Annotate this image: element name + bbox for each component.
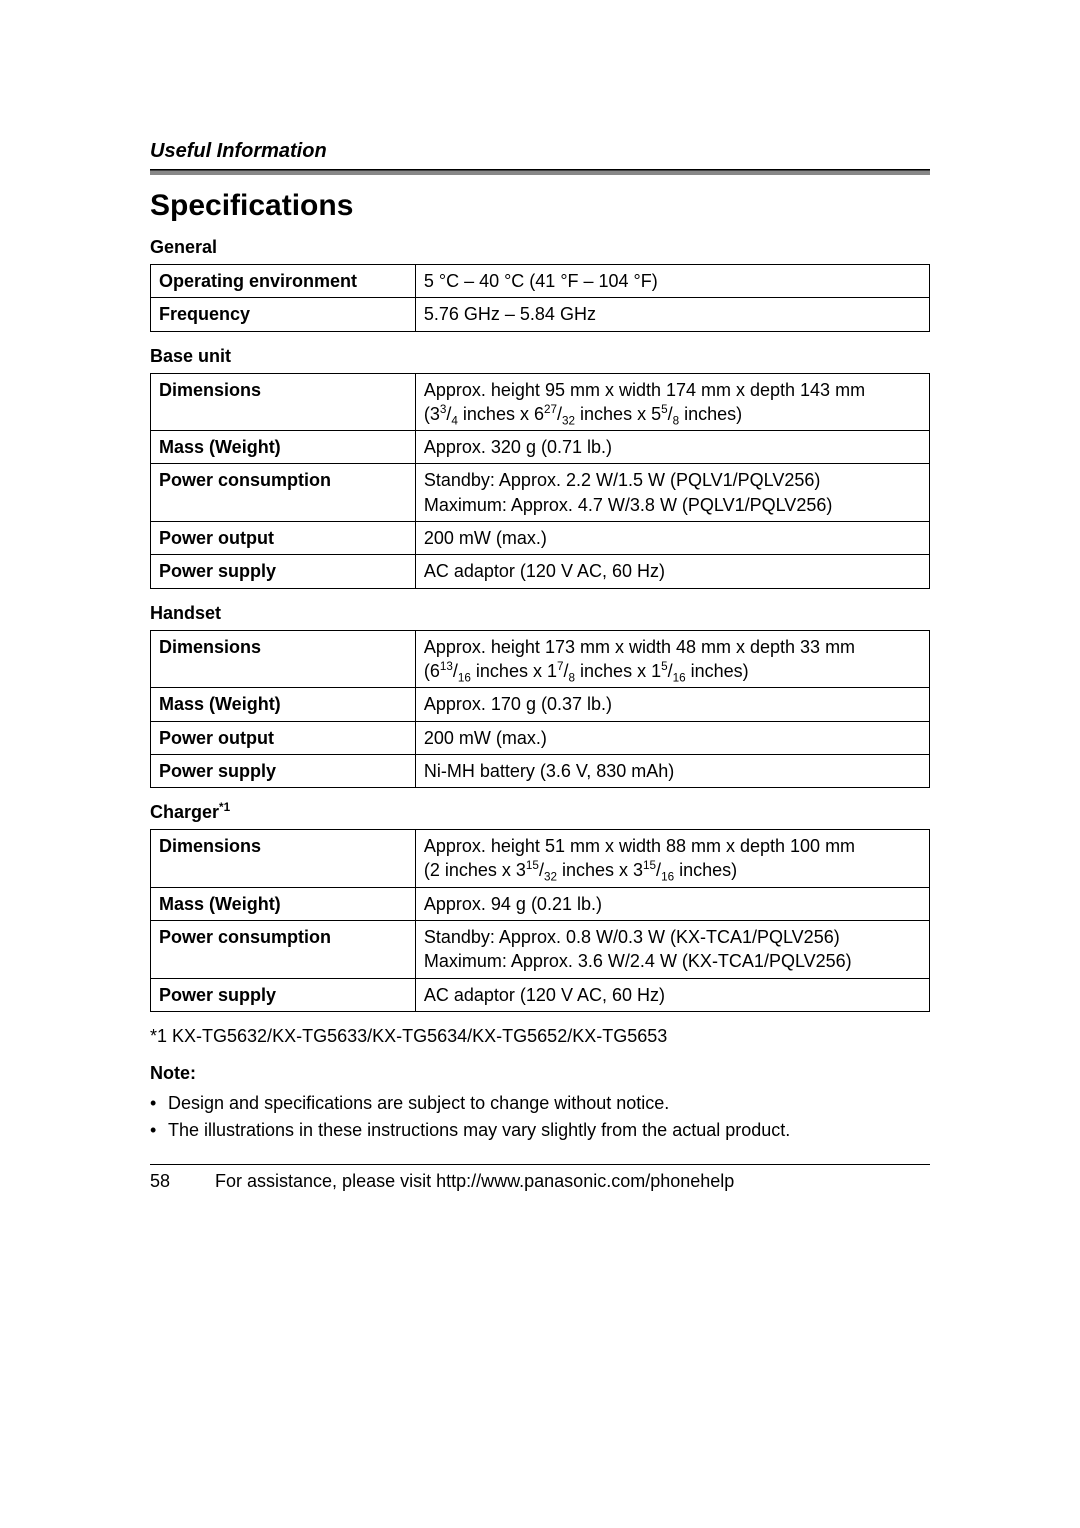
cell-label: Power consumption [151,464,416,522]
footer: 58 For assistance, please visit http://w… [150,1171,930,1192]
dim-frac: (33/4 inches x 627/32 inches x 55/8 inch… [424,404,742,424]
heading-handset: Handset [150,603,930,624]
cell-value: Approx. height 173 mm x width 48 mm x de… [415,630,929,688]
table-row: Mass (Weight) Approx. 320 g (0.71 lb.) [151,431,930,464]
cell-label: Power output [151,522,416,555]
heading-general: General [150,237,930,258]
cell-value: Approx. height 95 mm x width 174 mm x de… [415,373,929,431]
table-row: Dimensions Approx. height 51 mm x width … [151,830,930,888]
footer-rule [150,1164,930,1165]
dim-line1: Approx. height 95 mm x width 174 mm x de… [424,380,865,400]
heading-base-unit: Base unit [150,346,930,367]
table-row: Frequency 5.76 GHz – 5.84 GHz [151,298,930,331]
table-row: Mass (Weight) Approx. 170 g (0.37 lb.) [151,688,930,721]
table-row: Power consumption Standby: Approx. 2.2 W… [151,464,930,522]
cell-value: Approx. 170 g (0.37 lb.) [415,688,929,721]
list-item: Design and specifications are subject to… [150,1090,930,1117]
table-row: Dimensions Approx. height 95 mm x width … [151,373,930,431]
table-row: Power supply Ni-MH battery (3.6 V, 830 m… [151,754,930,787]
cell-label: Power consumption [151,921,416,979]
cell-label: Frequency [151,298,416,331]
cell-value: Approx. height 51 mm x width 88 mm x dep… [415,830,929,888]
dim-line1: Approx. height 51 mm x width 88 mm x dep… [424,836,855,856]
header-divider [150,169,930,175]
table-row: Power supply AC adaptor (120 V AC, 60 Hz… [151,555,930,588]
table-charger: Dimensions Approx. height 51 mm x width … [150,829,930,1012]
cell-value: Standby: Approx. 0.8 W/0.3 W (KX-TCA1/PQ… [415,921,929,979]
table-row: Power output 200 mW (max.) [151,721,930,754]
table-handset: Dimensions Approx. height 173 mm x width… [150,630,930,788]
table-general: Operating environment 5 °C – 40 °C (41 °… [150,264,930,332]
list-item: The illustrations in these instructions … [150,1117,930,1144]
cell-value: Standby: Approx. 2.2 W/1.5 W (PQLV1/PQLV… [415,464,929,522]
cell-value: Approx. 320 g (0.71 lb.) [415,431,929,464]
cell-label: Power supply [151,555,416,588]
cell-label: Power output [151,721,416,754]
cell-label: Operating environment [151,265,416,298]
table-row: Power supply AC adaptor (120 V AC, 60 Hz… [151,978,930,1011]
cell-label: Mass (Weight) [151,887,416,920]
page-number: 58 [150,1171,210,1192]
cell-value: 5 °C – 40 °C (41 °F – 104 °F) [415,265,929,298]
cell-label: Power supply [151,978,416,1011]
dim-line1: Approx. height 173 mm x width 48 mm x de… [424,637,855,657]
dim-frac: (613/16 inches x 17/8 inches x 15/16 inc… [424,661,749,681]
table-base-unit: Dimensions Approx. height 95 mm x width … [150,373,930,589]
heading-charger: Charger*1 [150,802,930,823]
cell-label: Mass (Weight) [151,431,416,464]
cell-value: 200 mW (max.) [415,721,929,754]
notes-heading: Note: [150,1063,930,1084]
notes-list: Design and specifications are subject to… [150,1090,930,1144]
cell-value: AC adaptor (120 V AC, 60 Hz) [415,555,929,588]
cell-label: Dimensions [151,630,416,688]
footer-text: For assistance, please visit http://www.… [215,1171,734,1191]
footnote: *1 KX-TG5632/KX-TG5633/KX-TG5634/KX-TG56… [150,1026,930,1047]
table-row: Mass (Weight) Approx. 94 g (0.21 lb.) [151,887,930,920]
table-row: Power output 200 mW (max.) [151,522,930,555]
cell-label: Dimensions [151,830,416,888]
cell-value: 5.76 GHz – 5.84 GHz [415,298,929,331]
section-header: Useful Information [150,140,930,163]
cell-label: Power supply [151,754,416,787]
dim-frac: (2 inches x 315/32 inches x 315/16 inche… [424,860,737,880]
page-title: Specifications [150,189,930,223]
table-row: Power consumption Standby: Approx. 0.8 W… [151,921,930,979]
cell-label: Mass (Weight) [151,688,416,721]
cell-value: Approx. 94 g (0.21 lb.) [415,887,929,920]
cell-value: Ni-MH battery (3.6 V, 830 mAh) [415,754,929,787]
cell-value: AC adaptor (120 V AC, 60 Hz) [415,978,929,1011]
table-row: Dimensions Approx. height 173 mm x width… [151,630,930,688]
cell-label: Dimensions [151,373,416,431]
cell-value: 200 mW (max.) [415,522,929,555]
table-row: Operating environment 5 °C – 40 °C (41 °… [151,265,930,298]
